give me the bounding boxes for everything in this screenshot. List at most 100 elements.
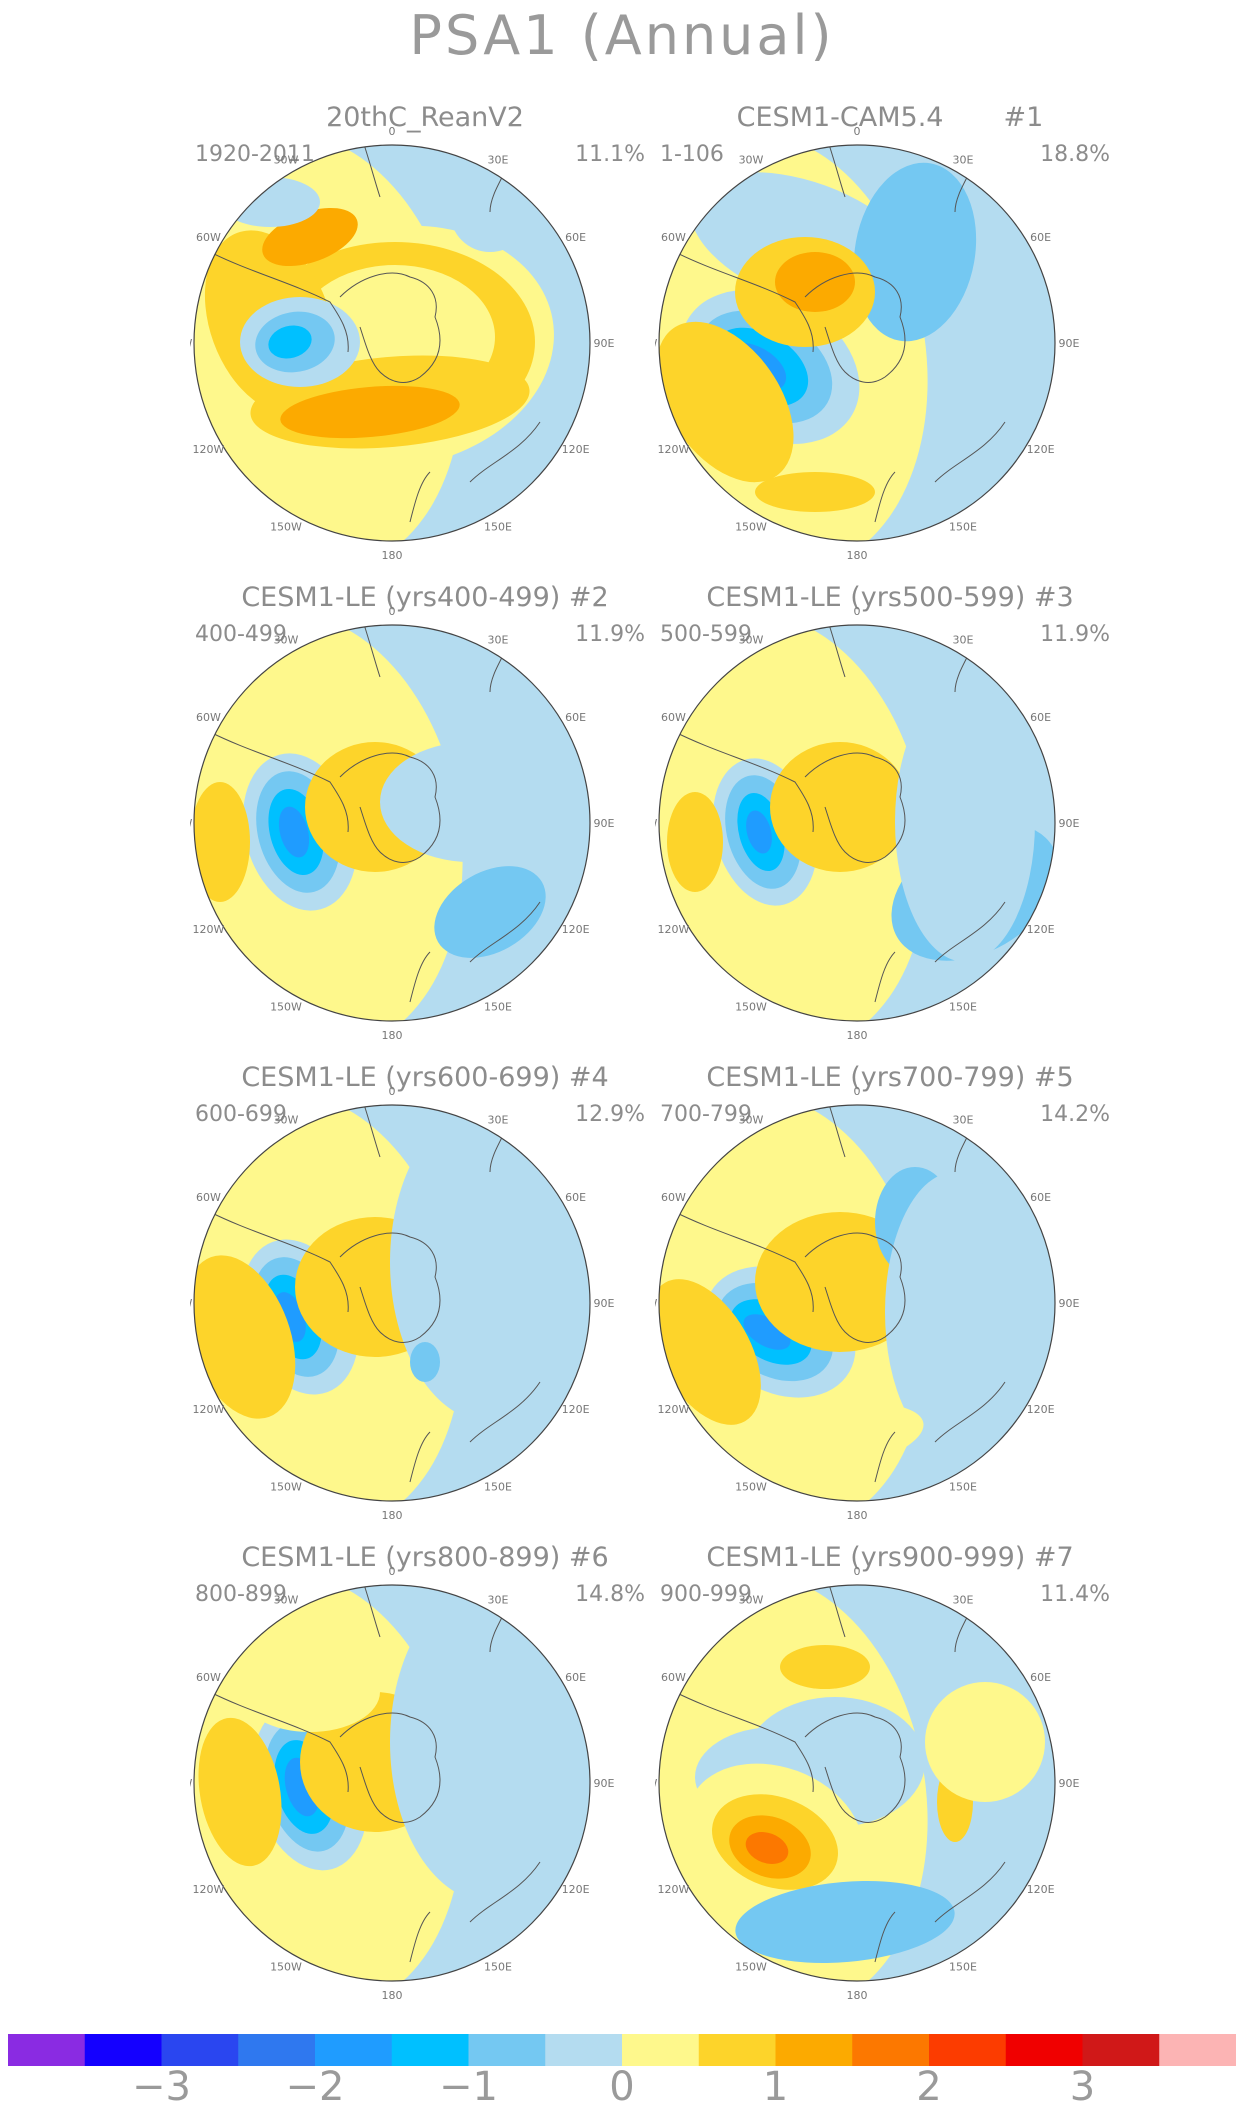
colorbar-labels: −3 −2 −1 0 1 2 3: [0, 2064, 1244, 2112]
longitude-label: 180: [847, 1989, 868, 2002]
longitude-label: 90W: [190, 337, 193, 350]
map-boundary: [658, 1584, 1056, 1982]
panel-period: 1920-2011: [195, 142, 315, 167]
longitude-label: 120W: [657, 443, 689, 456]
contour-field: [659, 1585, 1055, 1981]
contour-region: [280, 385, 460, 439]
longitude-label: 120E: [1027, 1403, 1055, 1416]
contour-region: [194, 1255, 296, 1419]
colorbar-swatch: [391, 2034, 469, 2066]
colorbar-swatch: [84, 2034, 162, 2066]
longitude-label: 60E: [1030, 1191, 1051, 1204]
panel-title: CESM1-LE (yrs400-499) #2: [241, 582, 609, 613]
longitude-label: 90E: [594, 1777, 615, 1790]
contour-region: [268, 325, 312, 359]
longitude-label: 30W: [274, 633, 299, 646]
longitude-label: 120W: [657, 1403, 689, 1416]
colorbar-swatch: [545, 2034, 623, 2066]
panel-period: 1-106: [660, 142, 724, 167]
panel-period: 600-699: [195, 1102, 287, 1127]
coastline: [674, 731, 906, 863]
map-boundary: [193, 1584, 591, 1982]
contour-region: [667, 792, 723, 892]
panel-percentage: 11.4%: [1040, 1582, 1110, 1607]
longitude-label: 60W: [661, 1671, 686, 1684]
longitude-label: 90E: [594, 1297, 615, 1310]
longitude-label: 90E: [594, 817, 615, 830]
longitude-label: 120E: [1027, 923, 1055, 936]
coastline: [209, 251, 441, 383]
colorbar-swatch: [315, 2034, 393, 2066]
longitude-label: 60W: [661, 231, 686, 244]
colorbar-tick-label: −2: [285, 2064, 345, 2110]
longitude-label: 30E: [488, 633, 509, 646]
colorbar-swatch: [1082, 2034, 1160, 2066]
longitude-label: 120W: [657, 923, 689, 936]
longitude-label: 90W: [655, 337, 658, 350]
longitude-label: 0: [854, 1565, 861, 1578]
coastline: [359, 1105, 541, 1483]
coastline: [824, 1585, 1006, 1963]
polar-map: 0 30E 60E 90E 120E 150E 180 150W 120W 90W 60W 30W: [655, 1565, 1080, 2002]
contour-region: [853, 162, 977, 342]
longitude-label: 120E: [1027, 1883, 1055, 1896]
coastline: [359, 1585, 541, 1963]
longitude-label: 60E: [565, 1191, 586, 1204]
longitude-label: 150E: [484, 1961, 512, 1974]
map-panel-4: CESM1-LE (yrs500-599) #3 500-599 11.9% 0…: [655, 582, 1125, 1062]
longitude-label: 90E: [1059, 817, 1080, 830]
longitude-label: 30W: [274, 153, 299, 166]
longitude-label: 120W: [192, 1883, 224, 1896]
panel-percentage: 11.9%: [1040, 622, 1110, 647]
longitude-label: 150W: [735, 1961, 767, 1974]
contour-region: [706, 1402, 924, 1482]
longitude-label: 60W: [196, 1191, 221, 1204]
colorbar-swatch: [1159, 2034, 1236, 2066]
colorbar-swatch: [929, 2034, 1007, 2066]
longitude-label: 30E: [953, 633, 974, 646]
contour-region: [390, 1105, 590, 1422]
panel-title: CESM1-LE (yrs600-699) #4: [241, 1062, 609, 1093]
colorbar-swatch: [698, 2034, 776, 2066]
coastline: [674, 251, 906, 383]
contour-region: [735, 1881, 955, 1963]
contour-region: [194, 782, 250, 902]
map-boundary: [658, 624, 1056, 1022]
contour-field: [194, 145, 590, 541]
panel-percentage: 14.8%: [575, 1582, 645, 1607]
longitude-label: 30W: [739, 1593, 764, 1606]
figure-title: PSA1 (Annual): [409, 4, 835, 67]
colorbar-tick-label: 3: [1069, 2064, 1096, 2110]
longitude-label: 30W: [739, 633, 764, 646]
longitude-label: 0: [854, 125, 861, 138]
longitude-label: 180: [382, 1989, 403, 2002]
coastline: [824, 1105, 1006, 1483]
contour-region: [885, 1172, 1025, 1452]
contour-field: [659, 625, 1055, 1021]
longitude-label: 60E: [1030, 1671, 1051, 1684]
map-boundary: [193, 624, 591, 1022]
longitude-label: 90W: [655, 1777, 658, 1790]
longitude-label: 150E: [949, 521, 977, 534]
map-panel-2: CESM1-CAM5.4 #1 1-106 18.8% 0 30E 60E 90E 12…: [655, 102, 1125, 582]
longitude-label: 90E: [1059, 337, 1080, 350]
longitude-label: 30E: [488, 1593, 509, 1606]
colorbar-swatch: [468, 2034, 546, 2066]
longitude-label: 60E: [565, 1671, 586, 1684]
contour-region: [745, 1832, 789, 1864]
longitude-label: 150W: [270, 1961, 302, 1974]
map-boundary: [658, 1104, 1056, 1502]
longitude-label: 30E: [953, 153, 974, 166]
longitude-label: 150W: [735, 1481, 767, 1494]
contour-region: [770, 742, 910, 872]
longitude-label: 60E: [565, 711, 586, 724]
longitude-label: 0: [389, 605, 396, 618]
panel-title: CESM1-LE (yrs800-899) #6: [241, 1542, 609, 1573]
longitude-label: 180: [847, 1029, 868, 1042]
longitude-label: 30E: [953, 1593, 974, 1606]
longitude-label: 60W: [661, 711, 686, 724]
longitude-label: 150W: [735, 1001, 767, 1014]
longitude-label: 30E: [488, 1113, 509, 1126]
longitude-label: 60W: [196, 711, 221, 724]
colorbar-tick-label: 2: [916, 2064, 942, 2110]
